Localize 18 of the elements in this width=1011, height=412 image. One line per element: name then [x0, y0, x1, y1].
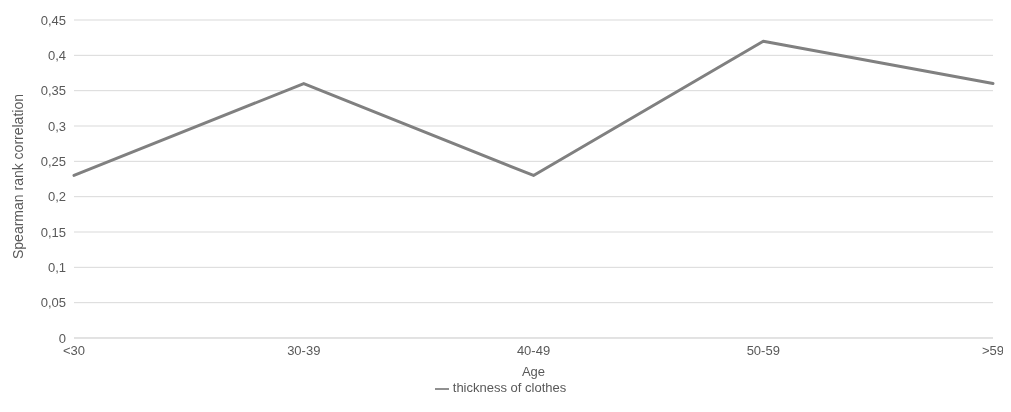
y-tick-label: 0,3 [47, 118, 66, 134]
x-tick-label: <30 [62, 343, 86, 359]
y-axis-title: Spearman rank correlation [9, 94, 26, 259]
x-tick-label: 40-49 [516, 343, 551, 359]
x-tick-label: 50-59 [746, 343, 780, 359]
y-tick-label: 0,45 [40, 12, 66, 28]
y-tick-label: 0,25 [40, 153, 66, 169]
x-axis-title: Age [521, 364, 546, 379]
x-tick-label: >59 [981, 343, 1005, 359]
y-tick-label: 0,15 [40, 224, 66, 240]
y-tick-label: 0,35 [40, 83, 66, 99]
y-tick-label: 0,4 [47, 47, 66, 63]
y-tick-label: 0,05 [40, 295, 66, 311]
x-tick-label: 30-39 [287, 343, 321, 359]
legend-label: thickness of clothes [452, 380, 567, 395]
y-tick-label: 0,2 [47, 189, 66, 205]
y-tick-label: 0 [58, 330, 66, 346]
y-tick-label: 0,1 [47, 259, 66, 275]
